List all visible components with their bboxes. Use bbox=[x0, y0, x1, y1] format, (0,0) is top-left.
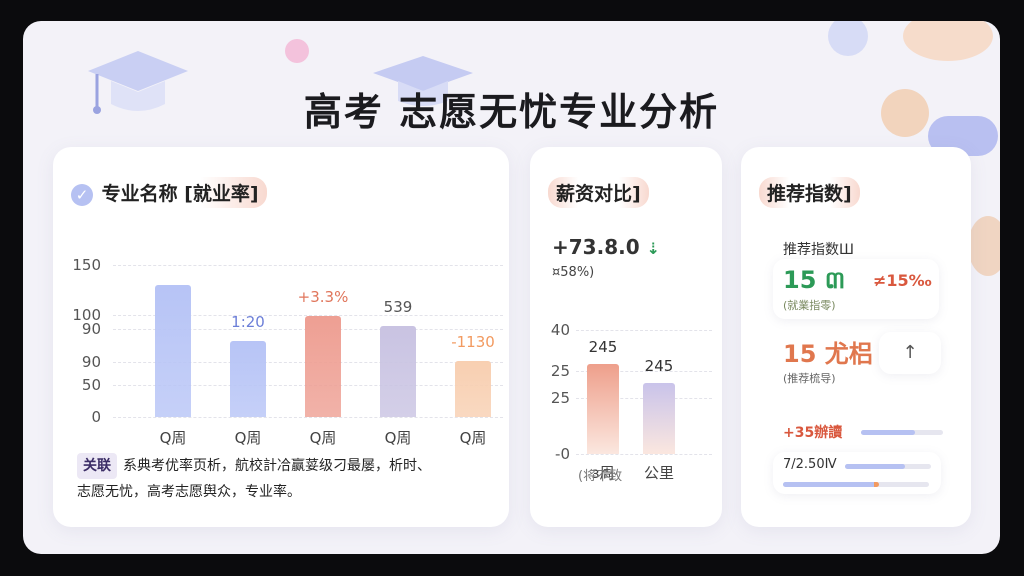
gridline bbox=[576, 454, 712, 455]
salary-footnote: (将不致 bbox=[578, 469, 623, 484]
data-label: +3.3% bbox=[297, 287, 349, 306]
data-label: 539 bbox=[383, 297, 413, 316]
y-tick-label: -0 bbox=[555, 445, 570, 463]
progress-fill-1 bbox=[861, 430, 916, 435]
up-arrow-icon: ↑ bbox=[902, 342, 918, 363]
data-label: 1:20 bbox=[231, 313, 265, 331]
decor-blob bbox=[881, 89, 929, 137]
progress-row-1: +35辦讀 bbox=[783, 422, 943, 442]
employment-index-change: ≠15‰ bbox=[873, 271, 932, 290]
x-tick-label: Q周 bbox=[384, 429, 412, 447]
progress-row-2-label: 7/2.50Ⅳ bbox=[783, 457, 837, 472]
y-tick-label: 0 bbox=[91, 408, 101, 426]
bar bbox=[643, 382, 675, 454]
gridline bbox=[576, 330, 712, 331]
progress-bar-1 bbox=[861, 430, 943, 435]
data-label: 245 bbox=[644, 356, 674, 375]
up-button[interactable]: ↑ bbox=[879, 332, 941, 374]
x-tick-label: Q周 bbox=[234, 429, 262, 447]
x-tick-label: 公里 bbox=[643, 464, 674, 482]
y-tick-label: 90 bbox=[81, 353, 101, 372]
recommend-card-title: 推荐指数] bbox=[759, 177, 860, 208]
app-frame: 高考 志愿无忧专业分析 ✓ 专业名称 [就业率] 150 100 90 90 50 0 Q周… bbox=[23, 21, 1000, 554]
y-tick-label: 100 bbox=[72, 306, 101, 325]
bar bbox=[230, 341, 266, 417]
y-tick-label: 25 bbox=[550, 389, 570, 408]
bar bbox=[380, 325, 416, 417]
decor-blob bbox=[828, 21, 868, 56]
y-tick-label: 40 bbox=[550, 321, 570, 339]
gridline bbox=[113, 417, 503, 418]
down-arrow-icon: ⇣ bbox=[646, 239, 660, 258]
major-card-header: ✓ 专业名称 [就业率] bbox=[71, 177, 267, 208]
recommend-subheader: 推荐指数Ш bbox=[783, 242, 854, 258]
graduation-cap-icon bbox=[373, 56, 473, 106]
x-tick-label: ɜ周 bbox=[591, 464, 615, 482]
y-tick-label: 90 bbox=[81, 319, 101, 338]
salary-card-header: 薪资对比] bbox=[548, 177, 649, 208]
bar bbox=[587, 364, 619, 454]
recommend-card-header: 推荐指数] bbox=[759, 177, 860, 208]
page-title: 高考 志愿无忧专业分析 bbox=[303, 90, 720, 134]
note-line-1: 系典考优率页析，航校計冾赢荽级刁最屡，析时、 bbox=[123, 458, 431, 474]
decor-blob bbox=[968, 216, 1000, 276]
progress-row-2: 7/2.50Ⅳ bbox=[773, 452, 941, 494]
decor-blob bbox=[903, 21, 993, 61]
recommend-index-value: 15 尤梠 bbox=[783, 340, 873, 368]
progress-fill-3 bbox=[783, 482, 880, 487]
employment-index-caption: (就業指零) bbox=[783, 299, 836, 312]
employment-index-box[interactable]: 15 ៣ ≠15‰ (就業指零) bbox=[773, 259, 939, 319]
recommend-index-caption: (推荐梳导) bbox=[783, 372, 836, 385]
check-icon: ✓ bbox=[71, 183, 93, 206]
note-line-2: 志愿无忧，高考志愿舆众，专业率。 bbox=[77, 484, 301, 500]
gridline bbox=[576, 370, 712, 372]
y-tick-label: 50 bbox=[81, 376, 101, 395]
salary-subline: ¤58%) bbox=[552, 265, 595, 280]
graduation-cap-icon bbox=[88, 51, 188, 114]
progress-bar-2 bbox=[845, 464, 931, 469]
salary-bar-chart: 40 25 25 -0 ɜ周 245 公里 245 bbox=[530, 147, 722, 527]
salary-headline: +73.8.0 ⇣ bbox=[552, 235, 660, 259]
y-tick-label: 25 bbox=[550, 361, 570, 380]
note-tag: 关联 bbox=[77, 453, 117, 479]
x-tick-label: Q周 bbox=[459, 429, 487, 447]
bar bbox=[155, 285, 191, 417]
bar bbox=[305, 315, 341, 417]
data-label: -1130 bbox=[451, 333, 495, 352]
major-card: ✓ 专业名称 [就业率] 150 100 90 90 50 0 Q周 Q周 1:20 Q周 +3.3… bbox=[53, 147, 509, 527]
progress-bar-3 bbox=[783, 482, 929, 487]
data-label: 245 bbox=[588, 338, 618, 357]
employment-index-value: 15 ៣ bbox=[783, 266, 846, 294]
x-tick-label: Q周 bbox=[159, 429, 187, 447]
progress-row-1-label: +35辦讀 bbox=[783, 425, 843, 441]
major-note: 关联 系典考优率页析，航校計冾赢荽级刁最屡，析时、 志愿无忧，高考志愿舆众，专业率… bbox=[77, 453, 497, 505]
decor-blob bbox=[285, 39, 309, 63]
bar bbox=[455, 361, 491, 417]
recommend-index-box: 15 尤梠 (推荐梳导) ↑ bbox=[773, 332, 941, 392]
salary-card-title: 薪资对比] bbox=[548, 177, 649, 208]
y-tick-label: 150 bbox=[72, 256, 101, 274]
progress-fill-2 bbox=[845, 464, 906, 469]
recommend-card: 推荐指数] 推荐指数Ш 15 ៣ ≠15‰ (就業指零) 15 尤梠 (推荐梳导… bbox=[741, 147, 971, 527]
gridline bbox=[113, 265, 503, 266]
employment-bar-chart: 150 100 90 90 50 0 Q周 Q周 1:20 Q周 +3.3% Q周 539 Q周 -1130 bbox=[53, 147, 509, 527]
salary-headline-number: +73.8.0 bbox=[552, 235, 640, 259]
x-tick-label: Q周 bbox=[309, 429, 337, 447]
salary-card: 薪资对比] +73.8.0 ⇣ ¤58%) 40 25 25 -0 ɜ周 245 公里 245… bbox=[530, 147, 722, 527]
major-card-title: 专业名称 [就业率] bbox=[99, 177, 267, 208]
